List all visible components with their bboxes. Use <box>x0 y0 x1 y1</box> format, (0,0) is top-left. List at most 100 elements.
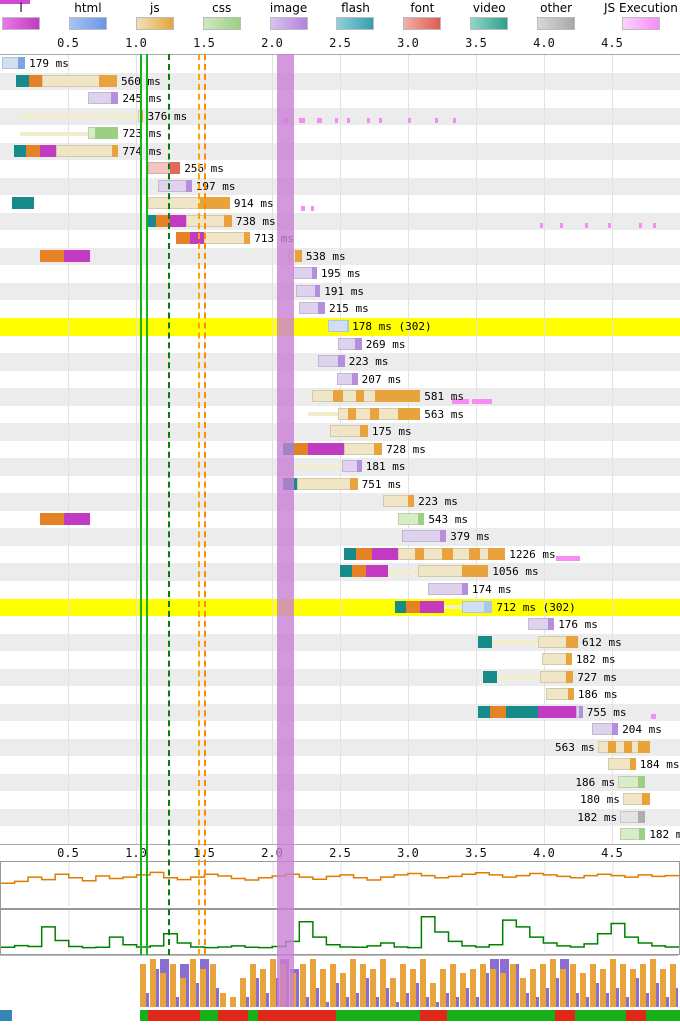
js-download-segment <box>397 407 421 420</box>
main-thread-orange-bar <box>570 964 576 1007</box>
main-thread-orange-bar <box>400 964 406 1007</box>
ssl-segment <box>170 214 187 227</box>
ssl-segment <box>537 705 576 718</box>
ssl-segment <box>63 249 90 262</box>
legend-item-video: video <box>470 1 509 30</box>
axis-tick-label: 4.0 <box>533 846 555 860</box>
browser-main-thread-chart <box>0 955 678 1007</box>
legend-item-image: image <box>269 1 308 30</box>
main-thread-orange-bar <box>330 964 336 1007</box>
js-download-segment <box>350 477 358 490</box>
ssl-segment <box>308 442 345 455</box>
request-timing-label: 712 ms (302) <box>496 600 576 614</box>
main-thread-orange-bar <box>560 969 566 1007</box>
axis-tick-label: 1.0 <box>125 846 147 860</box>
main-thread-orange-bar <box>250 964 256 1007</box>
request-timing-label: 755 ms <box>586 705 627 719</box>
js-execution-tick <box>367 118 371 124</box>
request-row[interactable]: 215 ms <box>0 300 680 318</box>
main-thread-orange-bar <box>550 959 556 1007</box>
wait-segment <box>289 465 343 470</box>
js-download-segment <box>99 74 117 87</box>
request-row[interactable]: 223 ms <box>0 353 680 371</box>
request-row[interactable]: 195 ms <box>0 265 680 283</box>
main-thread-orange-bar <box>300 964 306 1007</box>
legend-label-image: image <box>269 1 308 15</box>
main-thread-orange-bar <box>310 959 316 1007</box>
long-task-segment <box>217 1010 248 1021</box>
waterfall-gridline <box>136 55 137 844</box>
request-row[interactable]: 560 ms <box>0 72 680 91</box>
connect-segment <box>176 232 190 245</box>
waterfall-gridline <box>544 55 545 844</box>
image-download-segment <box>462 583 468 595</box>
js-execution-tick <box>334 118 338 124</box>
legend-item-font: font <box>403 2 442 30</box>
request-row[interactable]: 538 ms <box>0 247 680 266</box>
legend-item-ssl: l <box>2 2 40 30</box>
js-download-segment <box>112 144 119 157</box>
strip-leading-swatch <box>0 1010 12 1021</box>
legend-swatch-html <box>68 17 107 30</box>
main-thread-orange-bar <box>380 959 386 1007</box>
image-download-segment <box>357 460 362 473</box>
ssl-swatch-partial <box>0 0 30 4</box>
dns-segment <box>16 74 30 87</box>
js-chunk-segment <box>607 740 617 753</box>
waterfall-chart: 179 ms 560 ms 245 ms 376 ms 723 ms 774 ms 256 … <box>0 54 680 845</box>
request-timing-label: 195 ms <box>320 267 361 281</box>
main-thread-orange-bar <box>200 969 206 1007</box>
request-row[interactable]: 178 ms (302) <box>0 318 680 336</box>
main-thread-orange-bar <box>490 969 496 1007</box>
request-row[interactable]: 728 ms <box>0 440 680 459</box>
main-thread-orange-bar <box>150 959 156 1007</box>
long-task-segment <box>420 1010 448 1021</box>
legend-label-exec: JS Execution <box>604 1 678 15</box>
request-timing-label: 543 ms <box>428 512 469 526</box>
request-timing-label: 914 ms <box>233 197 274 211</box>
main-thread-orange-bar <box>630 969 636 1007</box>
request-row[interactable]: 175 ms <box>0 423 680 441</box>
request-row[interactable]: 1056 ms <box>0 563 680 581</box>
connect-segment <box>356 547 372 560</box>
js-chunk-segment <box>333 390 343 403</box>
image-download-segment <box>318 302 326 315</box>
time-axis-top: 0.5 1.0 1.5 2.0 2.5 3.0 3.5 4.0 4.5 <box>0 35 680 53</box>
js-download-segment <box>565 670 574 683</box>
legend-swatch-flash <box>336 17 375 30</box>
image-download-segment <box>548 618 555 631</box>
waterfall-gridline <box>476 55 477 844</box>
main-thread-orange-bar <box>180 978 186 1007</box>
request-timing-label: 207 ms <box>361 372 402 386</box>
request-row[interactable]: 181 ms <box>0 458 680 476</box>
main-thread-orange-bar <box>610 959 616 1007</box>
axis-tick-label: 3.0 <box>397 36 419 50</box>
main-thread-orange-bar <box>480 964 486 1007</box>
request-row[interactable]: 191 ms <box>0 282 680 301</box>
dns-segment <box>12 197 34 210</box>
js-chunk-segment <box>348 407 357 420</box>
request-row[interactable]: 269 ms <box>0 335 680 354</box>
axis-tick-label: 4.0 <box>533 36 555 50</box>
request-row[interactable]: 581 ms <box>0 388 680 406</box>
ssl-segment <box>420 600 445 613</box>
main-thread-orange-bar <box>530 969 536 1007</box>
request-timing-label: 728 ms <box>386 442 426 456</box>
main-thread-orange-bar <box>160 973 166 1007</box>
request-row[interactable]: 751 ms <box>0 475 680 494</box>
request-row[interactable]: 563 ms <box>0 405 680 424</box>
redirect-request-bar <box>327 320 349 332</box>
wait-segment <box>19 131 88 136</box>
bwChart-svg <box>1 910 679 952</box>
axis-tick-label: 3.5 <box>465 36 487 50</box>
legend-swatch-other <box>537 17 576 30</box>
legend-label-video: video <box>472 1 506 15</box>
request-row[interactable]: 207 ms <box>0 370 680 389</box>
request-timing-label: 180 ms <box>580 793 620 807</box>
legend-swatch-exec <box>621 17 660 30</box>
main-thread-orange-bar <box>220 993 226 1007</box>
dns-segment <box>146 214 156 227</box>
request-timing-label: 174 ms <box>471 583 512 596</box>
legend-item-js: js <box>135 2 174 30</box>
main-thread-orange-bar <box>190 959 196 1007</box>
